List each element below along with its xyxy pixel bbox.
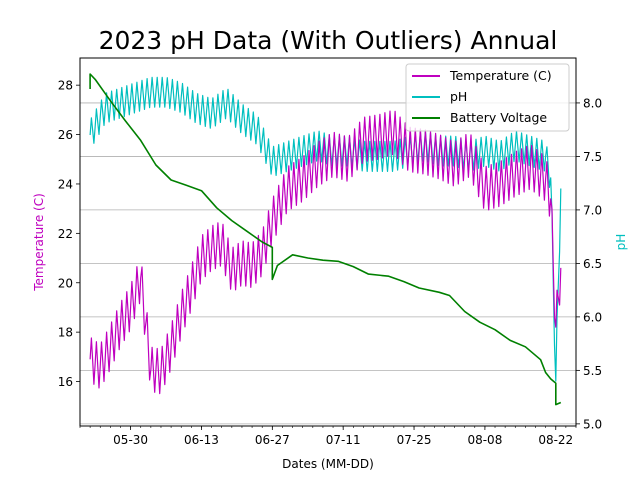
legend-label-temperature: Temperature (C): [449, 68, 552, 83]
y-right-tick-label: 5.0: [583, 417, 602, 431]
y-axis-right-label: pH: [614, 234, 628, 251]
x-tick-label: 06-13: [184, 433, 219, 447]
legend-label-battery: Battery Voltage: [450, 110, 547, 125]
plot-frame: [79, 57, 577, 427]
y-right-tick-label: 6.5: [583, 257, 602, 271]
legend-label-ph: pH: [450, 89, 467, 104]
y-right-tick-label: 8.0: [583, 96, 602, 110]
y-right-tick-label: 7.5: [583, 150, 602, 164]
legend: Temperature (C) pH Battery Voltage: [405, 63, 570, 132]
y-left-tick-label: 16: [58, 375, 73, 389]
x-tick-label: 05-30: [113, 433, 148, 447]
y-axis-right: 5.0 5.5 6.0 6.5 7.0 7.5 8.0: [576, 96, 602, 431]
series-line-2: [89, 73, 562, 406]
x-axis-label: Dates (MM-DD): [282, 457, 374, 471]
y-right-tick-label: 7.0: [583, 203, 602, 217]
series-line-0: [89, 110, 562, 395]
y-left-tick-label: 26: [58, 128, 73, 142]
y-axis-left: 16 18 20 22 24 26 28: [58, 79, 80, 389]
chart-title: 2023 pH Data (With Outliers) Annual: [99, 26, 558, 55]
y-left-tick-label: 22: [58, 227, 73, 241]
x-axis: 05-30 06-13 06-27 07-11 07-25 08-08 08-22: [79, 426, 577, 447]
x-tick-label: 08-08: [467, 433, 502, 447]
y-left-tick-label: 20: [58, 276, 73, 290]
y-right-tick-label: 5.5: [583, 364, 602, 378]
y-left-tick-label: 18: [58, 326, 73, 340]
y-axis-left-label: Temperature (C): [32, 193, 46, 292]
legend-box: [405, 63, 570, 132]
y-right-tick-label: 6.0: [583, 310, 602, 324]
x-tick-label: 06-27: [255, 433, 290, 447]
y-left-tick-label: 24: [58, 177, 73, 191]
plot-series: [89, 73, 562, 406]
x-tick-label: 08-22: [538, 433, 573, 447]
x-tick-label: 07-25: [397, 433, 432, 447]
series-line-1: [89, 76, 562, 382]
x-tick-label: 07-11: [326, 433, 361, 447]
y-left-tick-label: 28: [58, 79, 73, 93]
